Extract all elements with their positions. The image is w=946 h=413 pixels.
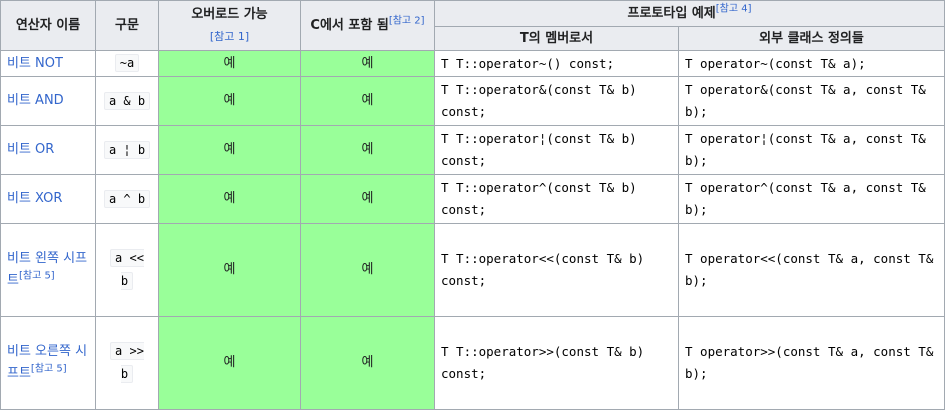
code-line: const;	[441, 153, 487, 168]
code-line: b);	[685, 104, 708, 119]
code-line: T operator~(const T& a);	[685, 55, 866, 71]
external-prototype: T operator^(const T& a, const T& b);	[678, 174, 945, 224]
code-line: const;	[441, 202, 487, 217]
header-external: 외부 클래스 정의들	[678, 26, 945, 51]
syntax-code: a ¦ b	[103, 140, 151, 159]
ref-link[interactable]: [참고 1]	[209, 29, 250, 43]
header-prototype: 프로토타입 예제[참고 4]	[434, 0, 945, 27]
overloadable-cell: 예	[158, 316, 301, 410]
code-line: b);	[685, 153, 708, 168]
syntax-cell: a >> b	[95, 316, 159, 410]
syntax-code: a << b	[110, 249, 144, 290]
member-prototype: T T::operator&(const T& b)const;	[434, 76, 679, 126]
code-line: const;	[441, 104, 487, 119]
operator-name[interactable]: 비트 왼쪽 시프트[참고 5]	[0, 223, 96, 317]
header-member: T의 멤버로서	[434, 26, 679, 51]
overloadable-cell: 예	[158, 223, 301, 317]
header-in-c: C에서 포함 됨[참고 2]	[300, 0, 435, 51]
syntax-code: ~a	[114, 54, 140, 72]
code-line: T T::operator&(const T& b)	[441, 82, 637, 97]
syntax-code: a ^ b	[103, 189, 151, 208]
in-c-cell: 예	[300, 50, 435, 77]
code-line: T T::operator¦(const T& b)	[441, 131, 637, 146]
ref-link[interactable]: [참고 5]	[30, 363, 67, 375]
syntax-cell: a << b	[95, 223, 159, 317]
code-line: T operator<<(const T& a, const T&	[685, 251, 934, 266]
overloadable-cell: 예	[158, 174, 301, 224]
code-line: T operator&(const T& a, const T&	[685, 82, 926, 97]
ref-link[interactable]: [참고 2]	[388, 15, 425, 27]
in-c-cell: 예	[300, 76, 435, 126]
table-row: 비트 NOT ~a 예 예 T T::operator~() const; T opera…	[0, 50, 945, 77]
syntax-cell: a ^ b	[95, 174, 159, 224]
ref-link[interactable]: [참고 5]	[18, 270, 55, 282]
external-prototype: T operator~(const T& a);	[678, 50, 945, 77]
syntax-cell: a ¦ b	[95, 125, 159, 175]
syntax-cell: a & b	[95, 76, 159, 126]
code-line: T operator^(const T& a, const T&	[685, 180, 926, 195]
ref-link[interactable]: [참고 4]	[715, 3, 752, 15]
code-line: T T::operator^(const T& b)	[441, 180, 637, 195]
operator-name[interactable]: 비트 OR	[0, 125, 96, 175]
code-line: b);	[685, 273, 708, 288]
in-c-cell: 예	[300, 174, 435, 224]
external-prototype: T operator¦(const T& a, const T& b);	[678, 125, 945, 175]
code-line: const;	[441, 273, 487, 288]
overloadable-cell: 예	[158, 76, 301, 126]
operator-name[interactable]: 비트 XOR	[0, 174, 96, 224]
operator-name[interactable]: 비트 NOT	[0, 50, 96, 77]
code-line: T T::operator<<(const T& b)	[441, 251, 645, 266]
code-line: b);	[685, 366, 708, 381]
code-line: T operator>>(const T& a, const T&	[685, 344, 934, 359]
member-prototype: T T::operator~() const;	[434, 50, 679, 77]
header-name: 연산자 이름	[0, 0, 96, 51]
member-prototype: T T::operator>>(const T& b)const;	[434, 316, 679, 410]
syntax-code: a & b	[103, 91, 151, 110]
code-line: T T::operator>>(const T& b)	[441, 344, 645, 359]
external-prototype: T operator>>(const T& a, const T& b);	[678, 316, 945, 410]
member-prototype: T T::operator¦(const T& b)const;	[434, 125, 679, 175]
external-prototype: T operator&(const T& a, const T& b);	[678, 76, 945, 126]
operator-name[interactable]: 비트 AND	[0, 76, 96, 126]
header-overloadable: 오버로드 가능 [참고 1]	[158, 0, 301, 51]
overloadable-cell: 예	[158, 50, 301, 77]
member-prototype: T T::operator<<(const T& b)const;	[434, 223, 679, 317]
code-line: T operator¦(const T& a, const T&	[685, 131, 926, 146]
header-syntax: 구문	[95, 0, 159, 51]
in-c-cell: 예	[300, 223, 435, 317]
in-c-cell: 예	[300, 316, 435, 410]
overloadable-cell: 예	[158, 125, 301, 175]
syntax-code: a >> b	[110, 342, 144, 383]
member-prototype: T T::operator^(const T& b)const;	[434, 174, 679, 224]
code-line: const;	[441, 366, 487, 381]
code-line: b);	[685, 202, 708, 217]
code-line: T T::operator~() const;	[441, 55, 615, 71]
external-prototype: T operator<<(const T& a, const T& b);	[678, 223, 945, 317]
operator-name[interactable]: 비트 오른쪽 시프트[참고 5]	[0, 316, 96, 410]
in-c-cell: 예	[300, 125, 435, 175]
syntax-cell: ~a	[95, 50, 159, 77]
